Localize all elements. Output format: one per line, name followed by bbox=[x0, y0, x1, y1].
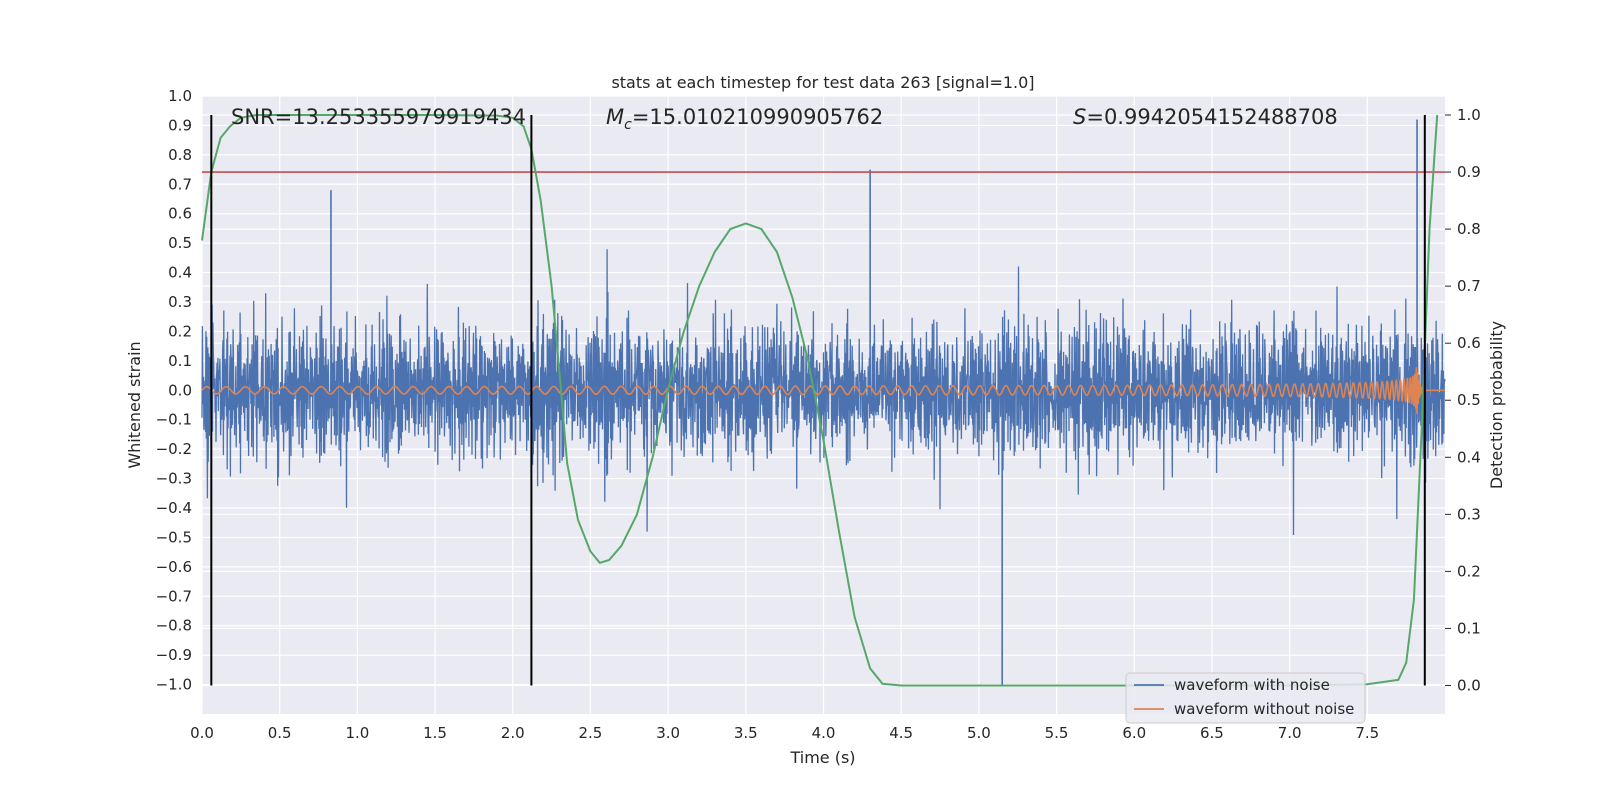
y-tick-label: 0.5 bbox=[168, 234, 192, 252]
y2-tick-label: 0.0 bbox=[1457, 676, 1481, 694]
legend-box bbox=[1125, 672, 1366, 724]
x-tick-label: 1.0 bbox=[345, 724, 369, 742]
y-tick-label: 1.0 bbox=[168, 87, 192, 105]
y2-tick-label: 0.8 bbox=[1457, 220, 1481, 238]
chart-title: stats at each timestep for test data 263… bbox=[611, 73, 1034, 92]
y-tick-label: 0.1 bbox=[168, 352, 192, 370]
x-tick-label: 2.0 bbox=[501, 724, 525, 742]
x-tick-label: 4.5 bbox=[889, 724, 913, 742]
series-detection-probability bbox=[201, 114, 1439, 687]
y2-tick-label: 0.1 bbox=[1457, 619, 1481, 637]
chirp-mass-subscript: c bbox=[624, 117, 632, 133]
y-tick-label: −0.8 bbox=[156, 617, 192, 635]
x-tick-label: 3.5 bbox=[734, 724, 758, 742]
y-tick-label: −0.3 bbox=[156, 470, 192, 488]
y-tick-label: 0.6 bbox=[168, 205, 192, 223]
x-tick-label: 7.5 bbox=[1355, 724, 1379, 742]
y-tick-label: −0.2 bbox=[156, 440, 192, 458]
detection-statistic-value: =0.9942054152488708 bbox=[1086, 105, 1337, 129]
legend-label-clean: waveform without noise bbox=[1174, 700, 1354, 718]
y2-tick-label: 0.6 bbox=[1457, 334, 1481, 352]
y2-tick-label: 0.7 bbox=[1457, 277, 1481, 295]
y-tick-label: −0.5 bbox=[156, 528, 192, 546]
y-axis-ticks: 1.0 0.9 0.8 0.7 0.6 0.5 0.4 0.3 0.2 0.1 0.0 −0.1 −0.… bbox=[156, 87, 192, 694]
probability-curve bbox=[201, 114, 1439, 687]
chirp-mass-value: =15.010210990905762 bbox=[632, 105, 883, 129]
x-tick-label: 7.0 bbox=[1278, 724, 1302, 742]
x-tick-label: 6.5 bbox=[1200, 724, 1224, 742]
y-tick-label: 0.3 bbox=[168, 293, 192, 311]
y2-axis-ticks: 1.0 0.9 0.8 0.7 0.6 0.5 0.4 0.3 0.2 0.1 0.0 bbox=[1445, 106, 1481, 694]
y2-tick-label: 0.2 bbox=[1457, 562, 1481, 580]
y-tick-label: −0.9 bbox=[156, 646, 192, 664]
y2-tick-label: 0.4 bbox=[1457, 448, 1481, 466]
y-tick-label: 0.0 bbox=[168, 381, 192, 399]
x-axis-ticks: 0.0 0.5 1.0 1.5 2.0 2.5 3.0 3.5 4.0 4.5 5.0 5.5 6.0 6… bbox=[190, 724, 1379, 742]
chirp-trace bbox=[201, 367, 1445, 414]
legend: waveform with noise waveform without noi… bbox=[1125, 672, 1366, 724]
y2-tick-label: 0.3 bbox=[1457, 505, 1481, 523]
chirp-mass-symbol: M bbox=[606, 105, 624, 129]
y-tick-label: −0.6 bbox=[156, 558, 192, 576]
y-tick-label: −0.4 bbox=[156, 499, 192, 517]
y2-tick-label: 0.5 bbox=[1457, 391, 1481, 409]
x-tick-label: 4.0 bbox=[812, 724, 836, 742]
y-tick-label: 0.4 bbox=[168, 264, 192, 282]
y2-tick-label: 0.9 bbox=[1457, 163, 1481, 181]
detection-statistic-symbol: S bbox=[1073, 105, 1086, 129]
series-waveform-without-noise bbox=[201, 367, 1445, 414]
x-tick-label: 0.0 bbox=[190, 724, 214, 742]
x-tick-label: 2.5 bbox=[579, 724, 603, 742]
y-tick-label: −0.1 bbox=[156, 411, 192, 429]
detection-statistic-annotation: S=0.9942054152488708 bbox=[1073, 105, 1338, 129]
x-tick-label: 5.0 bbox=[967, 724, 991, 742]
y-axis-label: Whitened strain bbox=[125, 341, 144, 468]
y-tick-label: 0.2 bbox=[168, 322, 192, 340]
x-tick-label: 6.0 bbox=[1122, 724, 1146, 742]
y-tick-label: 0.7 bbox=[168, 175, 192, 193]
y-tick-label: 0.8 bbox=[168, 146, 192, 164]
legend-label-noise: waveform with noise bbox=[1174, 676, 1330, 694]
y-tick-label: −1.0 bbox=[156, 676, 192, 694]
snr-annotation: SNR=13.253355979919434 bbox=[231, 105, 526, 129]
x-tick-label: 0.5 bbox=[268, 724, 292, 742]
y2-tick-label: 1.0 bbox=[1457, 106, 1481, 124]
y-tick-label: −0.7 bbox=[156, 587, 192, 605]
x-axis-label: Time (s) bbox=[789, 748, 855, 767]
y-tick-label: 0.9 bbox=[168, 116, 192, 134]
chirp-mass-annotation: Mc=15.010210990905762 bbox=[606, 105, 883, 133]
y2-axis-label: Detection probability bbox=[1487, 321, 1506, 489]
x-tick-label: 3.0 bbox=[656, 724, 680, 742]
x-tick-label: 5.5 bbox=[1045, 724, 1069, 742]
x-tick-label: 1.5 bbox=[423, 724, 447, 742]
vertical-markers bbox=[210, 114, 1426, 686]
